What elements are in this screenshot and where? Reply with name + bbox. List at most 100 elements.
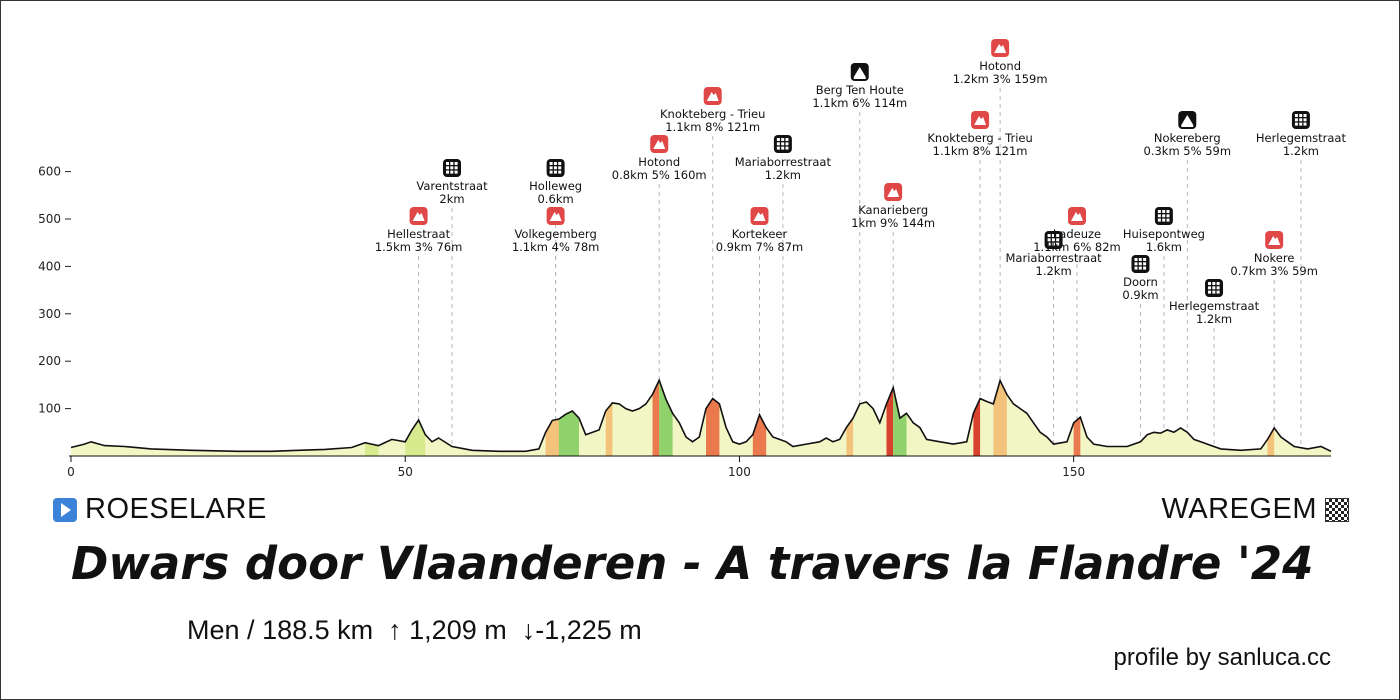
marker-name: Knokteberg - Trieu xyxy=(660,107,765,121)
cobble-stone xyxy=(1056,234,1060,237)
cobble-stone xyxy=(454,166,458,170)
mountain-shape xyxy=(887,188,900,197)
cobble-stone xyxy=(553,170,557,174)
gradient-band xyxy=(973,380,981,456)
marker-name: Herlegemstraat xyxy=(1169,299,1260,313)
cobble-stone xyxy=(1294,114,1298,117)
cobble-stone xyxy=(1212,286,1216,290)
marker-name: Herlegemstraat xyxy=(1256,131,1347,145)
cobble-stone xyxy=(549,166,553,170)
cobble-stone xyxy=(1134,266,1138,270)
elevation-loss: ↓-1,225 m xyxy=(521,615,642,645)
elevation-profile-chart: 0 50 100 150100200300400500600Hellestraat1.… xyxy=(38,39,1347,479)
x-tick-label: 50 xyxy=(398,465,413,479)
x-tick-label: 100 xyxy=(728,465,751,479)
credit-text: profile by sanluca.cc xyxy=(1113,644,1331,671)
marker-detail: 0.8km 5% 160m xyxy=(612,168,707,182)
cobble-stone xyxy=(450,166,454,170)
cobble-stone xyxy=(1208,282,1212,285)
mountain-shape xyxy=(974,116,987,125)
play-icon xyxy=(53,497,77,522)
y-tick-label: 400 xyxy=(38,259,61,273)
profile-area xyxy=(71,380,1331,456)
cobble-stone xyxy=(1051,234,1055,237)
cobble-stone xyxy=(558,162,562,165)
cobble-stone xyxy=(1047,238,1051,242)
cobble-stone xyxy=(454,162,458,165)
cobble-stone xyxy=(1162,218,1166,222)
cobble-stone xyxy=(1216,286,1220,290)
cobble-stone xyxy=(1056,242,1060,246)
cobble-stone xyxy=(1216,290,1220,294)
mountain-shape xyxy=(994,44,1007,53)
cobble-stone xyxy=(1138,258,1142,261)
marker-detail: 0.6km xyxy=(538,192,574,206)
cobble-stone xyxy=(1157,210,1161,213)
cobble-stone xyxy=(776,142,780,146)
marker-detail: 1.2km 3% 159m xyxy=(953,72,1048,86)
gradient-band xyxy=(993,380,1007,456)
cobble-stone xyxy=(1212,282,1216,285)
checkered-flag-icon xyxy=(1325,497,1349,522)
cobble-stone xyxy=(1051,242,1055,246)
cobble-stone xyxy=(1303,118,1307,122)
marker-name: Ladeuze xyxy=(1053,227,1101,241)
y-tick-label: 300 xyxy=(38,307,61,321)
cobble-stone xyxy=(1134,262,1138,266)
cobble-stone xyxy=(446,170,450,174)
cobble-stone xyxy=(776,138,780,141)
marker-name: Hotond xyxy=(638,155,680,169)
marker-detail: 2km xyxy=(439,192,464,206)
cobble-stone xyxy=(1138,266,1142,270)
gradient-band xyxy=(405,380,426,456)
cobble-stone xyxy=(558,170,562,174)
cobble-stone xyxy=(454,170,458,174)
profile-line xyxy=(70,378,1332,453)
cobble-stone xyxy=(785,142,789,146)
marker-detail: 1.1km 6% 82m xyxy=(1033,240,1121,254)
mountain-shape xyxy=(1268,236,1281,245)
mountain-shape xyxy=(706,92,719,101)
cobble-stone xyxy=(1208,290,1212,294)
cobble-stone xyxy=(1294,122,1298,126)
race-distance: 188.5 km xyxy=(262,615,374,645)
cobble-stone xyxy=(781,146,785,150)
cobble-stone xyxy=(1294,118,1298,122)
cobble-stone xyxy=(1056,238,1060,242)
cobble-stone xyxy=(785,138,789,141)
cobble-stone xyxy=(553,166,557,170)
cobble-stone xyxy=(1157,214,1161,218)
start-location: ROESELARE xyxy=(53,493,267,526)
gradient-band xyxy=(886,380,894,456)
mountain-shape xyxy=(412,212,425,221)
cobble-stone xyxy=(1166,210,1170,213)
gradient-band xyxy=(652,380,660,456)
x-tick-label: 0 xyxy=(67,465,75,479)
finish-place-name: WAREGEM xyxy=(1161,493,1317,525)
cobble-stone xyxy=(446,162,450,165)
cobble-stone xyxy=(1047,234,1051,237)
marker-detail: 1.1km 6% 114m xyxy=(812,96,907,110)
cobble-stone xyxy=(553,162,557,165)
marker-name: Berg Ten Houte xyxy=(816,83,904,97)
mountain-shape xyxy=(653,140,666,149)
marker-name: Kanarieberg xyxy=(858,203,928,217)
marker-detail: 0.7km 3% 59m xyxy=(1230,264,1318,278)
y-tick-label: 200 xyxy=(38,354,61,368)
cobble-stone xyxy=(785,146,789,150)
cobble-stone xyxy=(1047,242,1051,246)
cobble-stone xyxy=(1303,114,1307,117)
cobble-stone xyxy=(1157,218,1161,222)
finish-location: WAREGEM xyxy=(1162,493,1349,526)
marker-name: Nokere xyxy=(1254,251,1295,265)
marker-detail: 1km 9% 144m xyxy=(851,216,935,230)
marker-detail: 0.3km 5% 59m xyxy=(1144,144,1232,158)
mountain-shape xyxy=(1070,212,1083,221)
summit-base xyxy=(853,77,866,79)
mountain-shape xyxy=(549,212,562,221)
cobble-stone xyxy=(1299,122,1303,126)
marker-detail: 1.5km 3% 76m xyxy=(375,240,463,254)
cobble-stone xyxy=(549,162,553,165)
marker-name: Hotond xyxy=(979,59,1021,73)
